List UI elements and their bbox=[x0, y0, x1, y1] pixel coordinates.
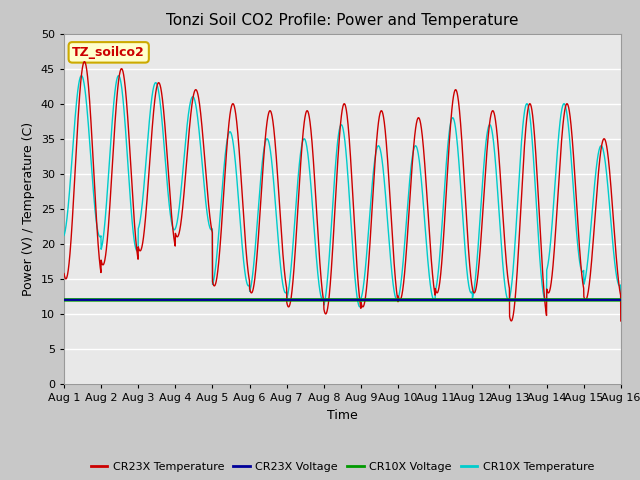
Y-axis label: Power (V) / Temperature (C): Power (V) / Temperature (C) bbox=[22, 122, 35, 296]
Text: TZ_soilco2: TZ_soilco2 bbox=[72, 46, 145, 59]
X-axis label: Time: Time bbox=[327, 408, 358, 421]
Title: Tonzi Soil CO2 Profile: Power and Temperature: Tonzi Soil CO2 Profile: Power and Temper… bbox=[166, 13, 518, 28]
Legend: CR23X Temperature, CR23X Voltage, CR10X Voltage, CR10X Temperature: CR23X Temperature, CR23X Voltage, CR10X … bbox=[86, 457, 598, 477]
